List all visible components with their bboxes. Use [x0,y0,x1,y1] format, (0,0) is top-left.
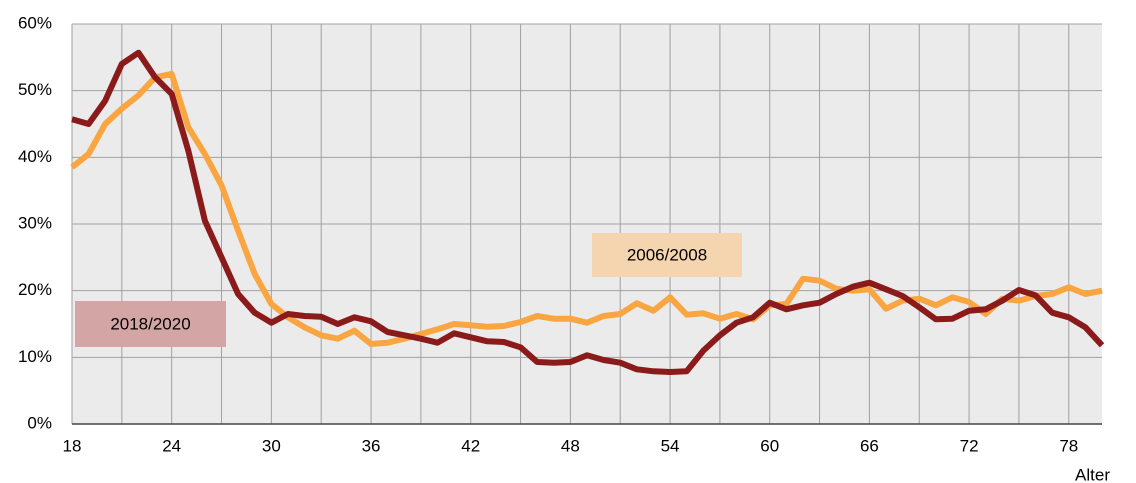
series-label: 2018/2020 [110,314,190,333]
y-tick-label: 0% [27,413,52,432]
series-line [70,71,1103,347]
y-tick-label: 60% [18,13,52,32]
x-tick-label: 48 [561,436,580,455]
y-tick-label: 20% [18,280,52,299]
series-label: 2006/2008 [627,245,707,264]
x-tick-label: 54 [661,436,680,455]
x-tick-label: 42 [461,436,480,455]
x-tick-label: 78 [1059,436,1078,455]
y-tick-label: 30% [18,213,52,232]
y-tick-label: 40% [18,147,52,166]
x-tick-label: 66 [860,436,879,455]
series-line [71,49,1105,375]
x-tick-label: 60 [760,436,779,455]
series-label-box [75,301,226,347]
x-tick-label: 30 [262,436,281,455]
y-tick-label: 50% [18,80,52,99]
x-tick-label: 36 [362,436,381,455]
x-axis-label: Alter [1075,465,1110,483]
x-tick-label: 18 [63,436,82,455]
x-tick-label: 24 [162,436,181,455]
x-tick-label: 72 [960,436,979,455]
series-label-box [592,233,742,277]
y-tick-label: 10% [18,347,52,366]
